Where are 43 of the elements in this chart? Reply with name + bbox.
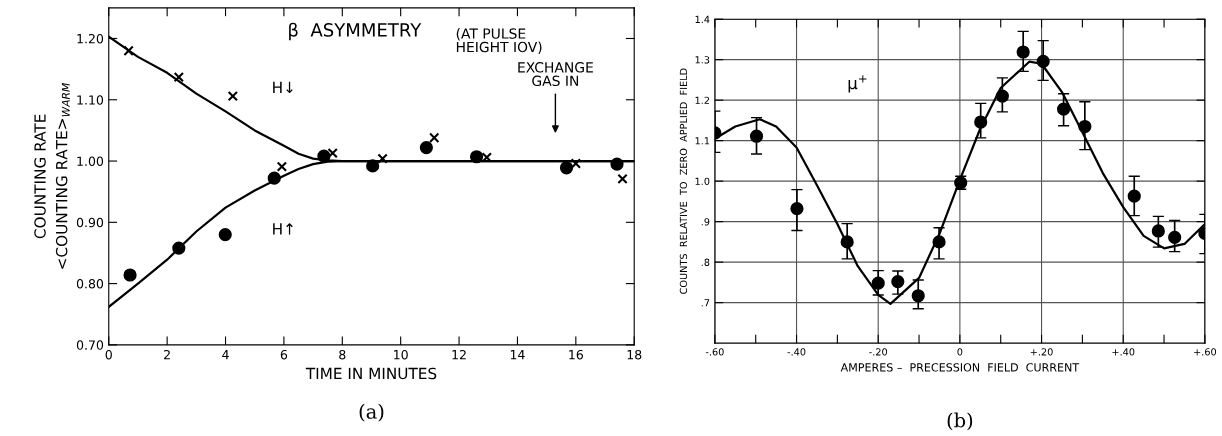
annotation: μ$^{+}$	[848, 75, 867, 93]
x-tick-label: -.20	[869, 348, 888, 356]
text: (b)	[947, 412, 973, 431]
y-tick-label: 0.90	[76, 217, 104, 228]
annotation: H↑	[273, 223, 293, 235]
annotation: β ASYMMETRY	[289, 22, 422, 41]
x-tick-label: 18	[627, 349, 642, 360]
x-tick-label: +.40	[1112, 348, 1135, 356]
x-axis-title: TIME IN MINUTES	[305, 367, 437, 380]
x-axis-title: AMPERES – PRECESSION FIELD CURRENT	[840, 363, 1080, 372]
y-axis-title: COUNTING RATE <COUNTING RATE>$_{WARM}$	[34, 83, 70, 269]
y-tick-label: 1.10	[77, 95, 104, 105]
y-tick-label: 1.1	[695, 137, 710, 145]
y-tick-label: 0.80	[76, 279, 104, 289]
y-tick-label: 1.4	[695, 15, 710, 23]
y-tick-label: 1.20	[77, 33, 104, 44]
x-tick-label: 0	[957, 348, 963, 356]
x-tick-label: -.60	[705, 348, 724, 356]
y-tick-label: 1.00	[77, 156, 104, 166]
y-axis-title: COUNTS RELATIVE TO ZERO APPLIED FIELD	[679, 68, 688, 294]
x-tick-label: 16	[569, 349, 583, 360]
x-tick-label: 8	[339, 349, 346, 360]
y-tick-label: .7	[701, 299, 710, 307]
x-tick-label: +.60	[1194, 348, 1217, 356]
x-tick-label: 6	[280, 349, 288, 360]
x-tick-label: 4	[222, 350, 229, 360]
y-tick-label: .9	[701, 218, 710, 226]
x-tick-label: -.40	[787, 348, 806, 356]
y-tick-label: 0.70	[76, 340, 104, 350]
x-tick-label: 12	[452, 349, 466, 360]
x-tick-label: 0	[105, 349, 112, 360]
annotation: EXCHANGE GAS IN	[518, 62, 593, 87]
x-tick-label: +.20	[1030, 348, 1053, 356]
y-tick-label: 1.2	[695, 96, 710, 104]
y-tick-label: .8	[701, 258, 710, 266]
x-tick-label: 10	[394, 349, 408, 360]
text: (a)	[359, 403, 384, 422]
y-tick-label: 1.3	[695, 56, 710, 64]
y-tick-label: 1.0	[695, 177, 710, 185]
annotation: (AT PULSE HEIGHT IOV)	[456, 28, 542, 54]
annotation: H↓	[273, 81, 293, 93]
x-tick-label: 2	[164, 349, 170, 360]
x-tick-label: 14	[510, 350, 525, 360]
